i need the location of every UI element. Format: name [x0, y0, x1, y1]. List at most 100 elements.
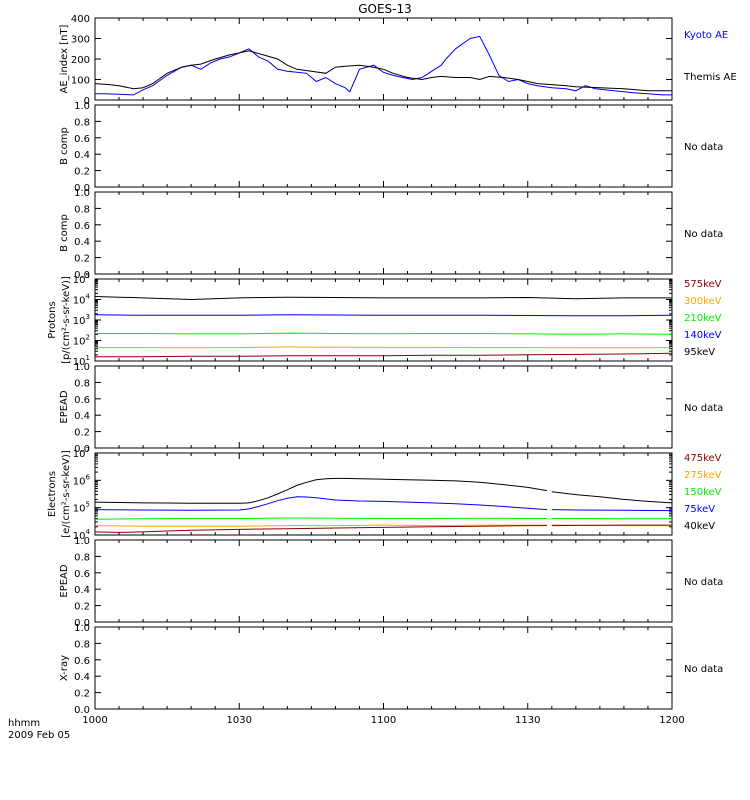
chart-title: GOES-13 — [358, 2, 412, 16]
series-line — [95, 35, 672, 96]
panel-6: 104 105 106 107 Electrons [e/(cm²-s-sr-keV)] 4… — [47, 446, 722, 542]
panel-frame — [94, 365, 673, 449]
series-line — [95, 346, 673, 349]
series-line — [94, 496, 673, 512]
y-tick-label: 105 — [73, 501, 90, 515]
y-tick-label: 0.4 — [74, 237, 90, 248]
y-tick-label: 107 — [73, 446, 90, 460]
y-tick-label: 104 — [73, 528, 91, 542]
legend-entry: 300keV — [684, 296, 722, 307]
y-axis-label: AE_index [nT] — [59, 24, 70, 93]
footer-date: 2009 Feb 05 — [8, 730, 70, 741]
y-axis-label: [p/(cm²-s-sr-keV)] — [61, 276, 72, 364]
legend-entry: 150keV — [684, 487, 722, 498]
series-line — [95, 332, 673, 335]
no-data-note: No data — [684, 142, 723, 153]
series-line — [94, 524, 672, 533]
y-axis-label: Protons — [47, 301, 58, 338]
y-tick-label: 0.6 — [74, 221, 90, 232]
x-tick-label: 1030 — [227, 715, 252, 726]
y-axis-label: B comp — [59, 127, 70, 165]
y-tick-label: 0.4 — [74, 585, 90, 596]
legend-entry: 475keV — [684, 453, 722, 464]
y-tick-label: 1.0 — [74, 101, 90, 112]
y-tick-label: 0.8 — [74, 552, 90, 563]
legend-entry: 95keV — [684, 347, 715, 358]
y-tick-label: 0.2 — [74, 254, 90, 265]
legend-entry: 275keV — [684, 470, 722, 481]
y-tick-label: 101 — [73, 354, 90, 368]
y-tick-label: 0.0 — [74, 183, 90, 194]
y-tick-label: 0.6 — [74, 134, 90, 145]
x-tick-label: 1130 — [515, 715, 540, 726]
panel-frame — [94, 191, 673, 275]
panel-3: 0.0 0.2 0.4 0.6 0.8 1.0 B comp No data — [59, 188, 723, 281]
x-tick-label: 1100 — [371, 715, 396, 726]
no-data-note: No data — [684, 664, 723, 675]
y-tick-label: 0.0 — [74, 705, 90, 716]
series-line — [94, 477, 673, 504]
legend-entry: 140keV — [684, 330, 722, 341]
y-tick-label: 0.2 — [74, 428, 90, 439]
y-tick-label: 0.2 — [74, 602, 90, 613]
x-tick-label: 1200 — [659, 715, 684, 726]
series-line — [94, 517, 672, 520]
y-tick-label: 400 — [71, 14, 90, 25]
y-tick-label: 102 — [73, 334, 90, 348]
y-tick-label: 0.6 — [74, 656, 90, 667]
y-tick-label: 200 — [71, 55, 90, 66]
no-data-note: No data — [684, 577, 723, 588]
legend-entry: Themis AE — [683, 72, 737, 83]
series-line — [94, 50, 672, 92]
y-tick-label: 0.6 — [74, 395, 90, 406]
legend-entry: 575keV — [684, 279, 722, 290]
y-tick-label: 0.4 — [74, 150, 90, 161]
legend-entry: 210keV — [684, 313, 722, 324]
legend-entry: 75keV — [684, 504, 715, 515]
y-tick-label: 0.2 — [74, 167, 90, 178]
no-data-note: No data — [684, 229, 723, 240]
panel-4: 101 102 103 104 105 Protons [p/(cm²-s-sr-keV)]… — [47, 272, 722, 368]
no-data-note: No data — [684, 403, 723, 414]
panel-5: 0.0 0.2 0.4 0.6 0.8 1.0 EPEAD No data — [59, 362, 723, 455]
y-tick-label: 0.4 — [74, 411, 90, 422]
y-tick-label: 0.8 — [74, 204, 90, 215]
y-tick-label: 103 — [73, 313, 90, 327]
y-tick-label: 1.0 — [74, 188, 90, 199]
y-tick-label: 104 — [73, 293, 91, 307]
y-tick-label: 0.2 — [74, 689, 90, 700]
y-tick-label: 0.0 — [74, 270, 90, 281]
series-line — [94, 296, 672, 301]
panel-frame — [94, 17, 673, 101]
x-tick-label: 1000 — [82, 715, 107, 726]
y-tick-label: 0.8 — [74, 117, 90, 128]
y-tick-label: 0.8 — [74, 378, 90, 389]
footer-hhmm: hhmm — [8, 718, 40, 729]
y-tick-label: 0.0 — [74, 618, 90, 629]
y-tick-label: 100 — [71, 76, 90, 87]
y-tick-label: 106 — [73, 473, 91, 487]
panel-frame — [94, 104, 673, 188]
y-axis-label: EPEAD — [59, 564, 70, 598]
y-tick-label: 0.6 — [74, 569, 90, 580]
panel-frame — [94, 539, 673, 623]
panel-2: 0.0 0.2 0.4 0.6 0.8 1.0 B comp No data — [59, 101, 723, 194]
y-tick-label: 105 — [73, 272, 90, 286]
series-line — [95, 352, 673, 358]
y-axis-label: [e/(cm²-s-sr-keV)] — [61, 450, 72, 538]
panel-frame — [94, 278, 673, 362]
y-axis-label: X-ray — [59, 655, 70, 681]
y-tick-label: 0.8 — [74, 639, 90, 650]
legend-entry: 40keV — [684, 521, 715, 532]
y-tick-label: 300 — [71, 35, 90, 46]
panel-7: 0.0 0.2 0.4 0.6 0.8 1.0 EPEAD No data — [59, 536, 723, 629]
y-tick-label: 1.0 — [74, 536, 90, 547]
y-tick-label: 0.4 — [74, 672, 90, 683]
y-axis-label: EPEAD — [59, 390, 70, 424]
panel-frame — [94, 626, 673, 710]
y-tick-label: 0.0 — [74, 444, 90, 455]
y-axis-label: Electrons — [47, 471, 58, 517]
y-tick-label: 0 — [84, 96, 90, 107]
y-axis-label: B comp — [59, 214, 70, 252]
